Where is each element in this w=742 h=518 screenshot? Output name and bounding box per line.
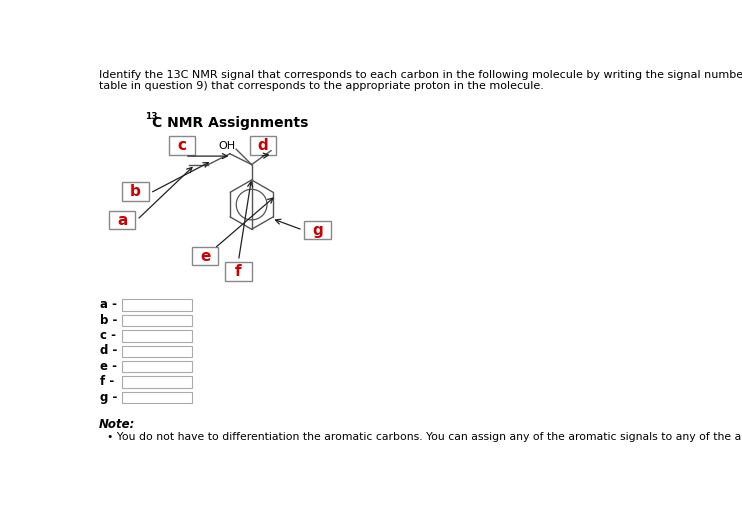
Bar bbox=[250, 136, 277, 154]
Text: • You do not have to differentiation the aromatic carbons. You can assign any of: • You do not have to differentiation the… bbox=[107, 432, 742, 442]
Text: a: a bbox=[117, 212, 128, 227]
Text: Identify the 13C NMR signal that corresponds to each carbon in the following mol: Identify the 13C NMR signal that corresp… bbox=[99, 70, 742, 80]
Text: a -: a - bbox=[100, 298, 117, 311]
Bar bbox=[122, 361, 192, 372]
Text: OH: OH bbox=[218, 141, 235, 151]
Text: table in question 9) that corresponds to the appropriate proton in the molecule.: table in question 9) that corresponds to… bbox=[99, 81, 544, 91]
Bar bbox=[304, 221, 331, 239]
Text: 13: 13 bbox=[145, 112, 158, 121]
Text: d: d bbox=[258, 138, 269, 153]
Bar bbox=[168, 136, 195, 154]
Text: Note:: Note: bbox=[99, 418, 135, 431]
Bar bbox=[122, 392, 192, 404]
Text: g -: g - bbox=[100, 391, 118, 404]
Text: c -: c - bbox=[100, 329, 116, 342]
Bar bbox=[192, 247, 218, 265]
Text: C NMR Assignments: C NMR Assignments bbox=[151, 116, 308, 130]
Text: c: c bbox=[177, 138, 186, 153]
Bar bbox=[122, 182, 148, 201]
Text: b -: b - bbox=[100, 313, 118, 327]
Bar bbox=[109, 211, 135, 229]
Bar bbox=[122, 315, 192, 326]
Bar bbox=[122, 330, 192, 342]
Text: f: f bbox=[235, 264, 242, 279]
Text: b: b bbox=[130, 184, 141, 199]
Text: f -: f - bbox=[100, 375, 115, 388]
Text: d -: d - bbox=[100, 344, 118, 357]
Bar bbox=[122, 299, 192, 311]
Bar bbox=[122, 346, 192, 357]
Text: g: g bbox=[312, 223, 323, 238]
Text: e -: e - bbox=[100, 360, 117, 373]
Text: e: e bbox=[200, 249, 210, 264]
Bar bbox=[226, 262, 252, 281]
Bar bbox=[122, 376, 192, 388]
